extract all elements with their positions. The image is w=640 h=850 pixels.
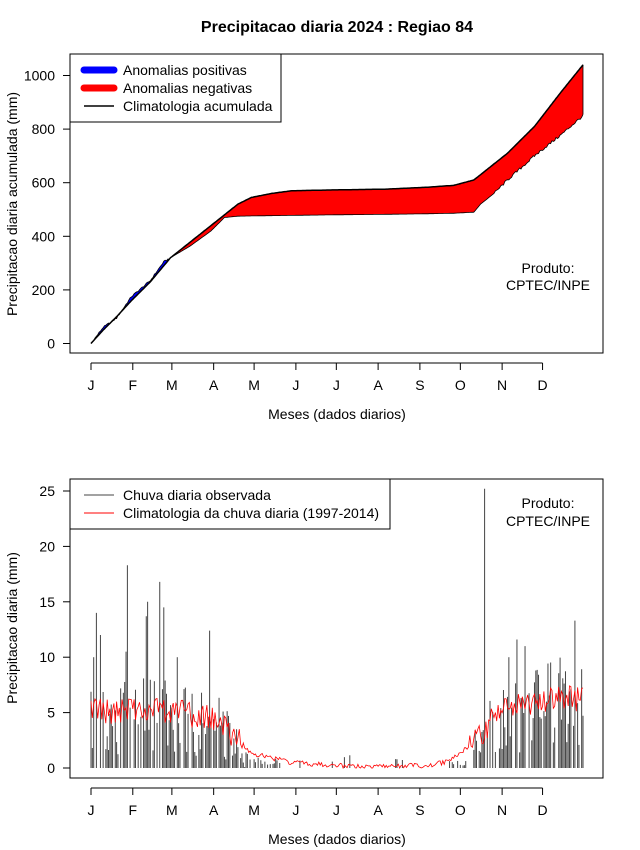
product-note-line1: Produto: [522, 260, 575, 276]
x-tick-label: J [88, 802, 95, 818]
x-tick-label: A [373, 802, 383, 818]
product-note-line2: CPTEC/INPE [506, 277, 590, 293]
y-tick-label: 1000 [24, 68, 55, 84]
x-axis-label: Meses (dados diarios) [268, 406, 406, 422]
legend: Chuva diaria observada Climatologia da c… [69, 478, 391, 530]
legend-label-climatology: Climatologia da chuva diaria (1997-2014) [123, 505, 379, 521]
legend-label-climatology: Climatologia acumulada [123, 98, 273, 114]
observed-cumulative-line [90, 114, 584, 344]
x-tick-label: O [455, 802, 466, 818]
x-tick-label: A [373, 377, 383, 393]
legend-box [69, 478, 391, 530]
x-tick-label: S [415, 802, 424, 818]
x-tick-label: M [248, 377, 260, 393]
product-note-line2: CPTEC/INPE [506, 513, 590, 529]
legend-label-observed: Chuva diaria observada [123, 487, 271, 503]
x-tick-label: M [166, 802, 178, 818]
negative-anomaly-area [91, 64, 583, 344]
observed-daily-bars [90, 488, 584, 768]
x-tick-label: F [129, 802, 138, 818]
x-tick-label: A [209, 802, 219, 818]
figure-title: Precipitacao diaria 2024 : Regiao 84 [201, 19, 473, 36]
y-tick-label: 400 [32, 228, 56, 244]
x-tick-label: J [292, 802, 299, 818]
y-tick-label: 20 [39, 538, 55, 554]
y-axis: 0 5 10 15 20 25 [39, 483, 71, 776]
y-tick-label: 0 [47, 336, 55, 352]
y-axis-label: Precipitacao diaria acumulada (mm) [4, 92, 20, 316]
y-axis: 0 200 400 600 800 1000 [24, 68, 71, 352]
x-tick-label: N [497, 802, 507, 818]
y-axis-label: Precipitacao diaria (mm) [4, 552, 20, 704]
legend-label-negative: Anomalias negativas [123, 80, 252, 96]
legend: Anomalias positivas Anomalias negativas … [69, 53, 282, 123]
x-tick-label: A [209, 377, 219, 393]
x-tick-label: M [248, 802, 260, 818]
x-tick-label: J [333, 377, 340, 393]
y-tick-label: 5 [47, 705, 55, 721]
cumulative-chart: 0 200 400 600 800 1000 J F M A M J J A S O N D Precipita… [4, 53, 604, 422]
y-tick-label: 25 [39, 483, 55, 499]
x-axis-label: Meses (dados diarios) [268, 831, 406, 847]
x-tick-label: D [537, 377, 547, 393]
x-tick-label: N [497, 377, 507, 393]
x-tick-label: O [455, 377, 466, 393]
x-tick-label: M [166, 377, 178, 393]
x-tick-label: F [129, 377, 138, 393]
daily-chart: 0 5 10 15 20 25 J F M A M J J A S O N D Precipitacao dia… [4, 478, 604, 847]
cumulative-lines [90, 64, 584, 344]
x-tick-label: S [415, 377, 424, 393]
y-tick-label: 0 [47, 760, 55, 776]
x-tick-label: D [537, 802, 547, 818]
negative-anomaly-fill [91, 64, 583, 344]
climatology-daily-line [90, 685, 584, 770]
y-tick-label: 10 [39, 649, 55, 665]
x-tick-label: J [292, 377, 299, 393]
legend-label-positive: Anomalias positivas [123, 62, 247, 78]
y-tick-label: 600 [32, 175, 56, 191]
y-tick-label: 200 [32, 282, 56, 298]
y-tick-label: 800 [32, 121, 56, 137]
y-tick-label: 15 [39, 594, 55, 610]
product-note-line1: Produto: [522, 495, 575, 511]
x-tick-label: J [333, 802, 340, 818]
climatology-daily-path [90, 685, 584, 770]
x-tick-label: J [88, 377, 95, 393]
